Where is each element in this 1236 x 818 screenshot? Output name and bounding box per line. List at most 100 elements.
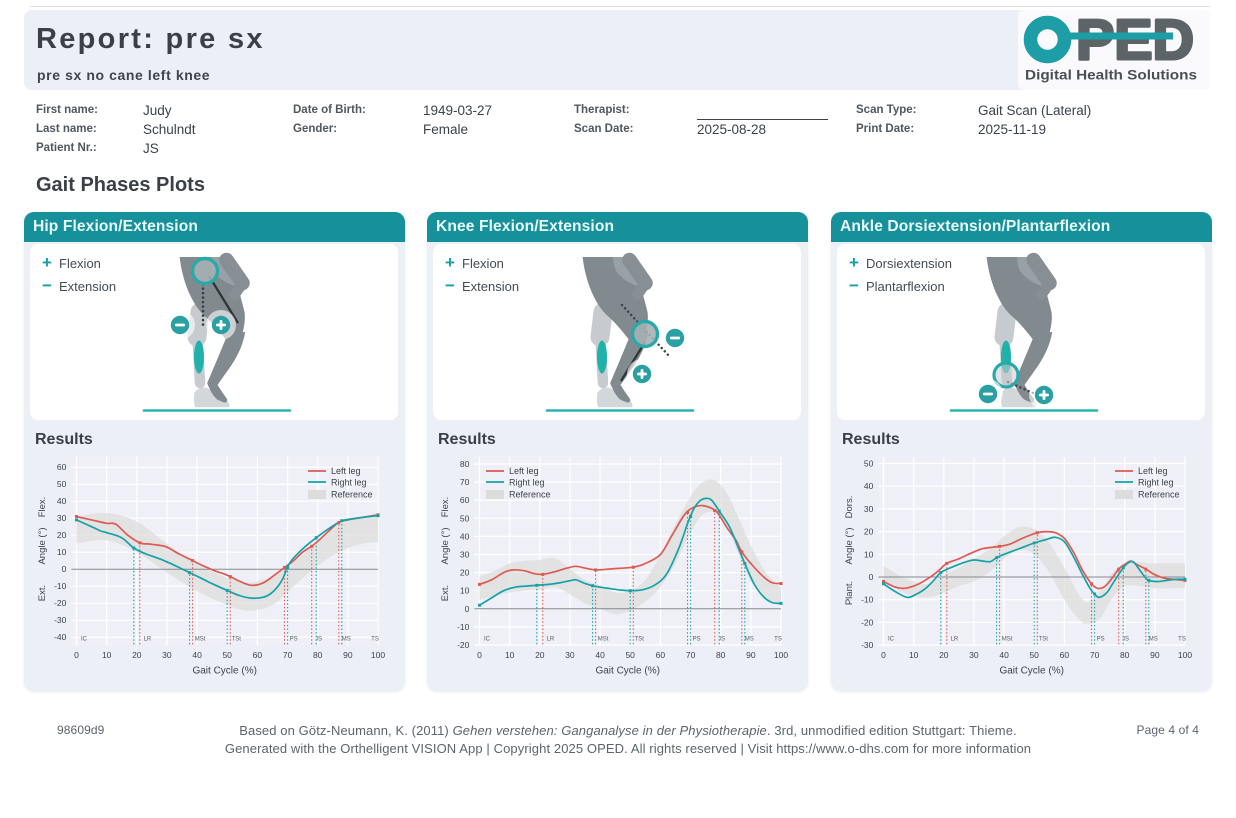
svg-text:60: 60 [656, 650, 666, 660]
svg-text:-10: -10 [54, 581, 67, 591]
svg-text:MS: MS [1149, 637, 1158, 643]
svg-text:Reference: Reference [1138, 490, 1180, 500]
svg-text:Digital Health Solutions: Digital Health Solutions [1025, 67, 1197, 83]
svg-text:Flex.: Flex. [37, 497, 48, 518]
svg-text:Angle (°): Angle (°) [844, 527, 855, 564]
svg-text:LR: LR [144, 637, 152, 643]
svg-text:0: 0 [477, 650, 482, 660]
svg-text:70: 70 [1090, 650, 1100, 660]
svg-text:50: 50 [222, 650, 232, 660]
svg-text:20: 20 [132, 650, 142, 660]
svg-text:70: 70 [460, 477, 470, 487]
svg-text:10: 10 [505, 650, 515, 660]
svg-text:LR: LR [547, 637, 555, 643]
svg-text:50: 50 [57, 479, 67, 489]
svg-text:IC: IC [484, 637, 491, 643]
svg-text:40: 40 [595, 650, 605, 660]
svg-text:Angle (°): Angle (°) [37, 527, 48, 564]
svg-text:70: 70 [686, 650, 696, 660]
svg-text:10: 10 [909, 650, 919, 660]
svg-text:Ext.: Ext. [440, 585, 451, 601]
svg-text:Angle (°): Angle (°) [440, 527, 451, 564]
svg-text:Reference: Reference [331, 490, 373, 500]
svg-text:Left leg: Left leg [509, 466, 539, 476]
svg-text:MS: MS [342, 637, 351, 643]
svg-text:Flex.: Flex. [440, 497, 451, 518]
svg-text:TSt: TSt [635, 637, 645, 643]
svg-text:MS: MS [745, 637, 754, 643]
svg-text:-10: -10 [861, 595, 874, 605]
svg-text:Reference: Reference [509, 490, 551, 500]
svg-text:60: 60 [1060, 650, 1070, 660]
svg-text:30: 30 [460, 550, 470, 560]
svg-text:70: 70 [283, 650, 293, 660]
svg-text:30: 30 [57, 513, 67, 523]
svg-text:TSt: TSt [232, 637, 242, 643]
svg-text:Ext.: Ext. [37, 585, 48, 601]
svg-text:90: 90 [343, 650, 353, 660]
svg-text:100: 100 [774, 650, 788, 660]
svg-text:50: 50 [460, 513, 470, 523]
svg-text:TS: TS [371, 637, 379, 643]
svg-text:PS: PS [693, 637, 701, 643]
svg-text:TS: TS [1178, 637, 1186, 643]
svg-text:-20: -20 [457, 640, 470, 650]
svg-text:PS: PS [290, 637, 298, 643]
svg-text:80: 80 [313, 650, 323, 660]
svg-text:40: 40 [864, 481, 874, 491]
svg-text:IS: IS [719, 637, 725, 643]
svg-text:20: 20 [535, 650, 545, 660]
svg-text:40: 40 [57, 496, 67, 506]
svg-text:30: 30 [969, 650, 979, 660]
svg-text:PED: PED [1076, 10, 1194, 72]
svg-text:Right leg: Right leg [331, 478, 367, 488]
svg-text:20: 20 [939, 650, 949, 660]
svg-text:40: 40 [460, 531, 470, 541]
svg-text:10: 10 [460, 586, 470, 596]
svg-text:0: 0 [881, 650, 886, 660]
svg-text:IC: IC [888, 637, 895, 643]
svg-text:Dors.: Dors. [844, 496, 855, 519]
svg-text:50: 50 [864, 459, 874, 469]
svg-text:10: 10 [57, 547, 67, 557]
svg-text:-20: -20 [54, 598, 67, 608]
svg-text:Left leg: Left leg [1138, 466, 1168, 476]
svg-text:Gait Cycle (%): Gait Cycle (%) [192, 666, 256, 677]
svg-text:30: 30 [565, 650, 575, 660]
svg-text:Right leg: Right leg [1138, 478, 1174, 488]
svg-text:90: 90 [1150, 650, 1160, 660]
svg-text:Plant.: Plant. [844, 581, 855, 605]
svg-text:TS: TS [774, 637, 782, 643]
svg-text:-30: -30 [54, 615, 67, 625]
svg-text:IS: IS [316, 637, 322, 643]
svg-text:50: 50 [1029, 650, 1039, 660]
svg-text:30: 30 [162, 650, 172, 660]
svg-text:0: 0 [62, 564, 67, 574]
svg-text:Gait Cycle (%): Gait Cycle (%) [595, 666, 659, 677]
svg-text:TSt: TSt [1039, 637, 1049, 643]
svg-text:Right leg: Right leg [509, 478, 545, 488]
svg-text:80: 80 [460, 459, 470, 469]
svg-text:-20: -20 [861, 617, 874, 627]
svg-text:Gait Cycle (%): Gait Cycle (%) [999, 666, 1063, 677]
svg-text:0: 0 [465, 604, 470, 614]
svg-text:40: 40 [999, 650, 1009, 660]
svg-text:10: 10 [102, 650, 112, 660]
svg-text:MSt: MSt [195, 637, 206, 643]
svg-text:0: 0 [869, 572, 874, 582]
svg-text:50: 50 [625, 650, 635, 660]
svg-text:90: 90 [746, 650, 756, 660]
svg-text:30: 30 [864, 504, 874, 514]
svg-text:IS: IS [1123, 637, 1129, 643]
svg-text:20: 20 [57, 530, 67, 540]
svg-text:60: 60 [57, 462, 67, 472]
svg-text:Left leg: Left leg [331, 466, 361, 476]
svg-text:20: 20 [864, 527, 874, 537]
svg-text:10: 10 [864, 549, 874, 559]
svg-text:-40: -40 [54, 632, 67, 642]
svg-text:LR: LR [951, 637, 959, 643]
svg-text:IC: IC [81, 637, 88, 643]
svg-text:80: 80 [1120, 650, 1130, 660]
svg-text:40: 40 [192, 650, 202, 660]
svg-text:PS: PS [1097, 637, 1105, 643]
